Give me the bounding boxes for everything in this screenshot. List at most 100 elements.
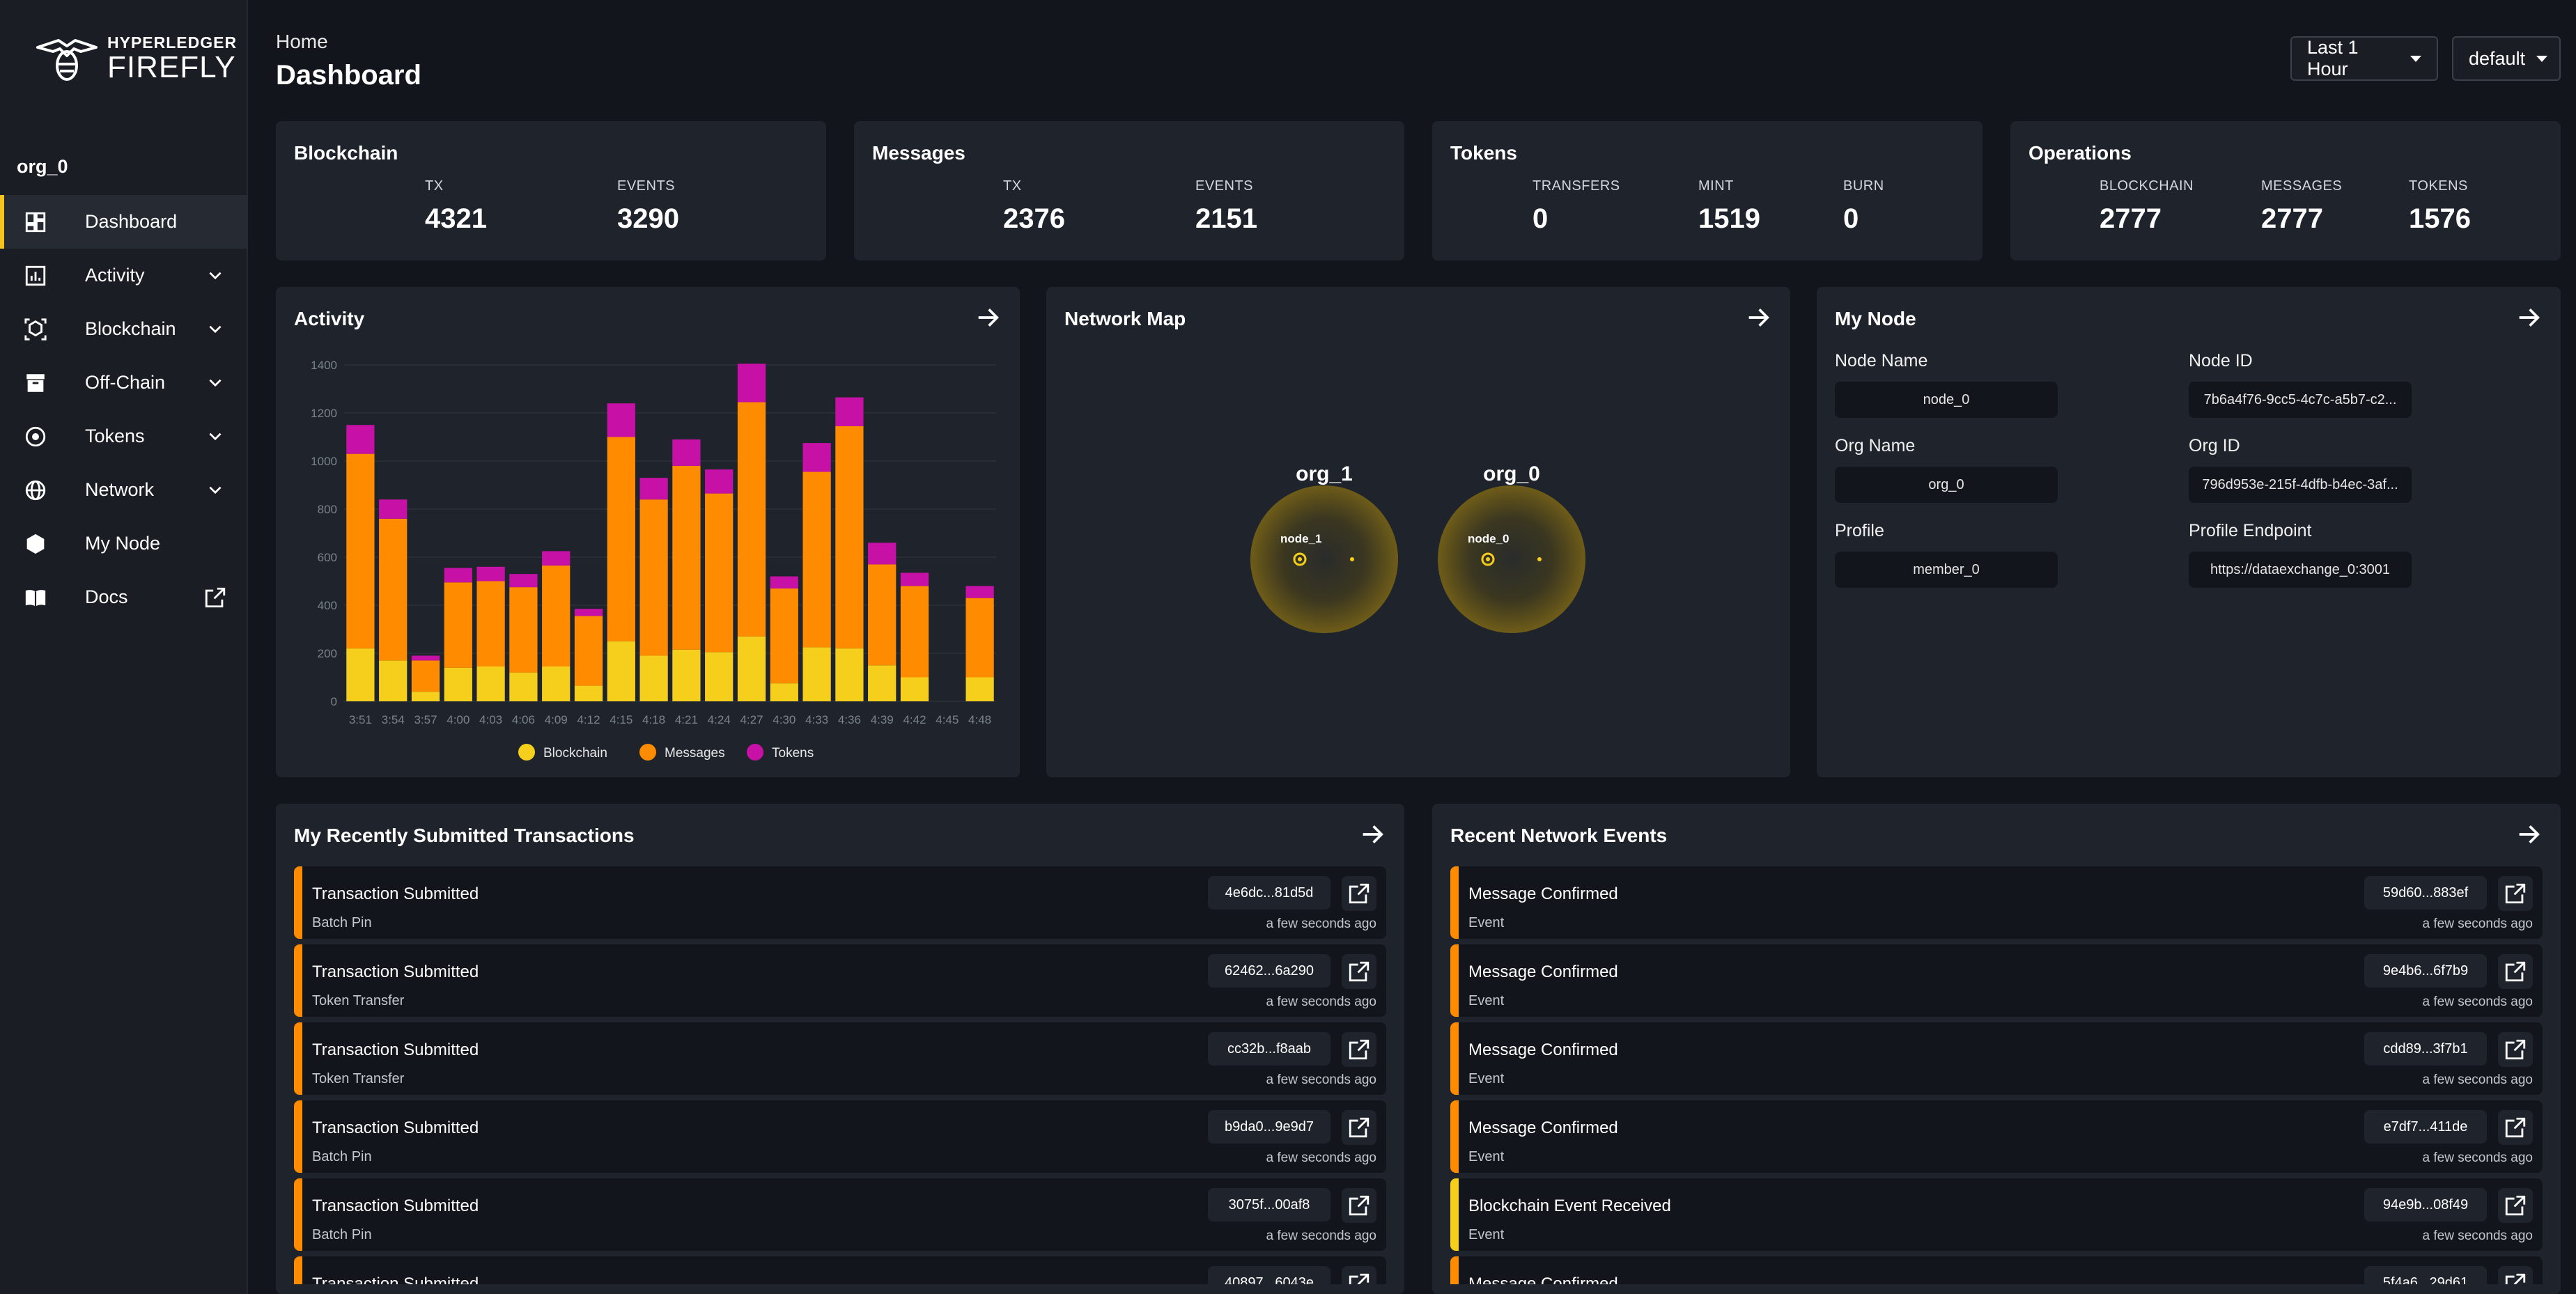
time-range-value: Last 1 Hour — [2307, 37, 2359, 79]
open-in-new-button[interactable] — [1342, 1188, 1376, 1223]
event-row[interactable]: Message Confirmed Event cdd89...3f7b1 a few… — [1450, 1022, 2543, 1095]
open-in-new-button[interactable] — [2498, 876, 2533, 911]
open-in-new-button[interactable] — [1342, 954, 1376, 989]
chevron-down-icon[interactable] — [206, 374, 224, 392]
breadcrumb[interactable]: Home — [276, 31, 328, 52]
arrow-right-icon[interactable] — [1358, 820, 1386, 848]
open-in-new-button[interactable] — [1342, 876, 1376, 911]
open-in-new-button[interactable] — [2498, 954, 2533, 989]
row-time: a few seconds ago — [2422, 1151, 2533, 1165]
bar-segment-tokens — [868, 543, 897, 565]
arrow-right-icon[interactable] — [1744, 304, 1772, 332]
transaction-row[interactable]: Transaction Submitted Token Transfer 62462… — [294, 944, 1386, 1017]
open-in-new-icon — [1349, 1195, 1370, 1216]
sidebar-item-off-chain[interactable]: Off-Chain — [0, 356, 248, 410]
transaction-row[interactable]: Transaction Submitted Batch Pin 4e6dc...81… — [294, 866, 1386, 939]
x-tick-label: 4:18 — [642, 713, 665, 726]
org-name-value[interactable]: org_0 — [1835, 467, 2058, 503]
open-in-new-button[interactable] — [2498, 1188, 2533, 1223]
org-id-value[interactable]: 796d953e-215f-4dfb-b4ec-3af... — [2189, 467, 2412, 503]
bar-segment-messages — [411, 660, 440, 692]
profile-value[interactable]: member_0 — [1835, 552, 2058, 588]
bar-segment-blockchain — [770, 683, 798, 701]
row-subtitle: Token Transfer — [312, 1071, 405, 1086]
external-link-icon[interactable] — [203, 586, 227, 609]
event-row[interactable]: Message ConfirmedEvent5f4a6...29d61a few… — [1450, 1256, 2543, 1284]
open-in-new-button[interactable] — [2498, 1266, 2533, 1284]
sidebar-item-docs[interactable]: Docs — [0, 570, 248, 624]
chevron-down-icon[interactable] — [206, 428, 224, 446]
hash-chip[interactable]: 3075f...00af8 — [1208, 1188, 1330, 1222]
event-row[interactable]: Blockchain Event Received Event 94e9b...08… — [1450, 1178, 2543, 1251]
book-icon — [25, 590, 46, 607]
node-name-value[interactable]: node_0 — [1835, 382, 2058, 418]
bar-segment-messages — [965, 598, 994, 678]
hash-chip[interactable]: cdd89...3f7b1 — [2364, 1032, 2487, 1066]
transactions-card: My Recently Submitted Transactions Trans… — [276, 804, 1404, 1294]
sidebar: HYPERLEDGER FIREFLY org_0 Dashboard Acti… — [0, 0, 248, 1294]
transaction-row[interactable]: Transaction Submitted Batch Pin 3075f...00… — [294, 1178, 1386, 1251]
hash-chip[interactable]: e7df7...411de — [2364, 1110, 2487, 1144]
hash-chip[interactable]: 59d60...883ef — [2364, 876, 2487, 910]
hash-chip[interactable]: 5f4a6...29d61 — [2364, 1266, 2487, 1284]
arrow-right-icon[interactable] — [2515, 820, 2543, 848]
hash-chip[interactable]: b9da0...9e9d7 — [1208, 1110, 1330, 1144]
chevron-down-icon[interactable] — [206, 481, 224, 499]
chevron-down-icon[interactable] — [206, 267, 224, 285]
sidebar-item-blockchain[interactable]: Blockchain — [0, 302, 248, 356]
profile-endpoint-value[interactable]: https://dataexchange_0:3001 — [2189, 552, 2412, 588]
time-range-dropdown[interactable]: Last 1 Hour — [2290, 36, 2438, 81]
open-in-new-icon — [2505, 1039, 2526, 1060]
event-row[interactable]: Message Confirmed Event 9e4b6...6f7b9 a few… — [1450, 944, 2543, 1017]
sidebar-item-dashboard[interactable]: Dashboard — [0, 195, 248, 249]
open-in-new-button[interactable] — [1342, 1110, 1376, 1145]
open-in-new-button[interactable] — [2498, 1032, 2533, 1067]
sidebar-item-label: Off-Chain — [85, 372, 166, 393]
caret-down-icon — [2536, 55, 2548, 62]
sidebar-item-label: Docs — [85, 586, 128, 607]
namespace-dropdown[interactable]: default — [2452, 36, 2561, 81]
x-tick-label: 4:03 — [479, 713, 502, 726]
arrow-right-icon[interactable] — [974, 304, 1002, 332]
stat-label: TX — [1003, 178, 1022, 194]
status-bar — [294, 866, 302, 939]
org-node-org-1[interactable]: org_1 node_1 — [1250, 462, 1398, 633]
chevron-down-icon[interactable] — [206, 320, 224, 338]
bar-segment-tokens — [444, 568, 472, 583]
hash-chip[interactable]: 4e6dc...81d5d — [1208, 876, 1330, 910]
activity-chart: 0 200 400 600 800 1000 1200 1400 3:51 3:54 3:57 4:0… — [311, 359, 996, 761]
node-id-value[interactable]: 7b6a4f76-9cc5-4c7c-a5b7-c2... — [2189, 382, 2412, 418]
profile-label: Profile — [1835, 521, 1884, 540]
x-tick-label: 4:48 — [968, 713, 991, 726]
row-subtitle: Event — [1468, 1149, 1505, 1164]
hash-chip[interactable]: 62462...6a290 — [1208, 954, 1330, 988]
bar-segment-tokens — [672, 439, 701, 466]
stat-value: 3290 — [617, 203, 679, 234]
hash-chip[interactable]: 9e4b6...6f7b9 — [2364, 954, 2487, 988]
bar-segment-tokens — [705, 469, 734, 494]
sidebar-item-activity[interactable]: Activity — [0, 249, 248, 302]
row-time: a few seconds ago — [2422, 1073, 2533, 1087]
dashboard-icon — [25, 212, 46, 233]
hash-chip[interactable]: 40897...6043e — [1208, 1266, 1330, 1284]
open-in-new-button[interactable] — [2498, 1110, 2533, 1145]
arrow-right-icon[interactable] — [2515, 304, 2543, 332]
transaction-row[interactable]: Transaction Submitted Token Transfer cc32b… — [294, 1022, 1386, 1095]
sidebar-item-network[interactable]: Network — [0, 463, 248, 517]
sidebar-item-tokens[interactable]: Tokens — [0, 410, 248, 463]
event-row[interactable]: Message Confirmed Event e7df7...411de a few… — [1450, 1100, 2543, 1173]
row-time: a few seconds ago — [1266, 1073, 1376, 1087]
open-in-new-button[interactable] — [1342, 1032, 1376, 1067]
bar-segment-tokens — [900, 572, 929, 586]
transaction-row[interactable]: Transaction Submitted Batch Pin b9da0...9e… — [294, 1100, 1386, 1173]
open-in-new-button[interactable] — [1342, 1266, 1376, 1284]
firefly-logo[interactable]: HYPERLEDGER FIREFLY — [32, 33, 237, 84]
org-node-org-0[interactable]: org_0 node_0 — [1438, 462, 1585, 633]
bar-segment-tokens — [542, 551, 571, 566]
hash-chip[interactable]: 94e9b...08f49 — [2364, 1188, 2487, 1222]
hash-chip[interactable]: cc32b...f8aab — [1208, 1032, 1330, 1066]
event-row[interactable]: Message Confirmed Event 59d60...883ef a few… — [1450, 866, 2543, 939]
bar-segment-blockchain — [900, 677, 929, 701]
sidebar-item-my-node[interactable]: My Node — [0, 517, 248, 570]
